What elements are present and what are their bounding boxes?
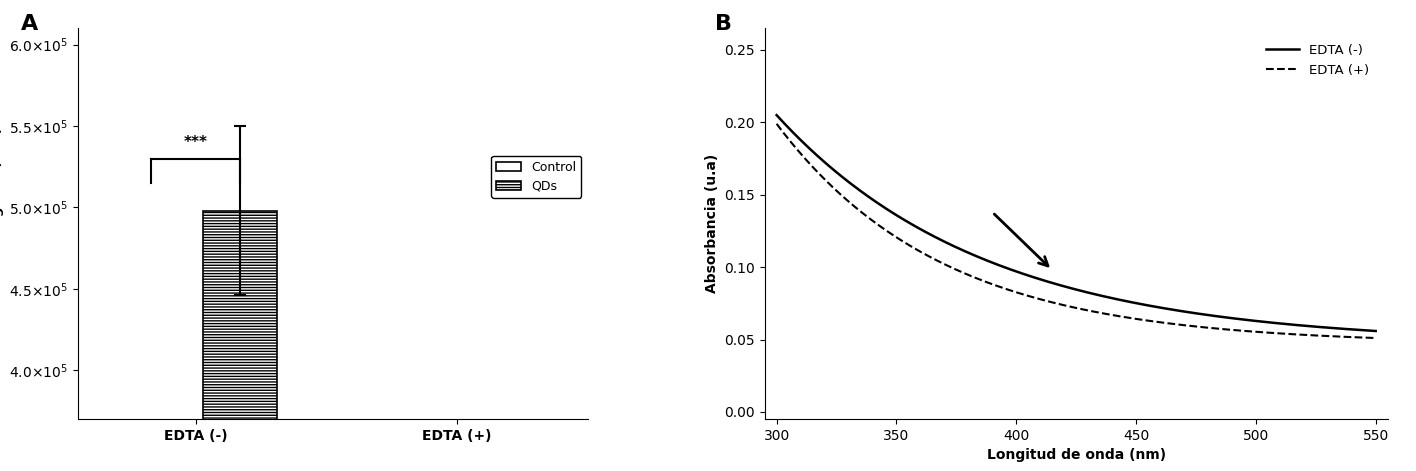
EDTA (-) xyxy=(1039,279,1056,284)
Legend: Control, QDs: Control, QDs xyxy=(491,156,582,198)
EDTA (-) xyxy=(1219,315,1236,320)
EDTA (+) xyxy=(1368,335,1385,341)
EDTA (+) xyxy=(1121,315,1138,321)
EDTA (+) xyxy=(1168,322,1185,327)
EDTA (-) xyxy=(1368,328,1385,334)
EDTA (+) xyxy=(767,121,784,127)
X-axis label: Longitud de onda (nm): Longitud de onda (nm) xyxy=(987,448,1165,463)
EDTA (-) xyxy=(767,112,784,118)
Line: EDTA (+): EDTA (+) xyxy=(776,124,1376,338)
EDTA (+) xyxy=(922,254,939,260)
EDTA (+) xyxy=(1039,299,1056,304)
EDTA (-) xyxy=(1121,299,1138,305)
Y-axis label: Absorbancia (u.a): Absorbancia (u.a) xyxy=(705,154,718,293)
EDTA (-) xyxy=(922,232,939,237)
Y-axis label: Densidad integrada (u.a.): Densidad integrada (u.a.) xyxy=(0,127,4,320)
EDTA (-) xyxy=(1168,308,1185,313)
EDTA (+) xyxy=(874,225,891,231)
EDTA (+) xyxy=(1219,327,1236,333)
Line: EDTA (-): EDTA (-) xyxy=(776,115,1376,331)
Text: B: B xyxy=(715,14,732,34)
Text: A: A xyxy=(21,14,38,34)
EDTA (-) xyxy=(874,203,891,209)
Legend: EDTA (-), EDTA (+): EDTA (-), EDTA (+) xyxy=(1260,39,1375,82)
Bar xyxy=(204,211,276,471)
Text: ***: *** xyxy=(184,136,208,150)
